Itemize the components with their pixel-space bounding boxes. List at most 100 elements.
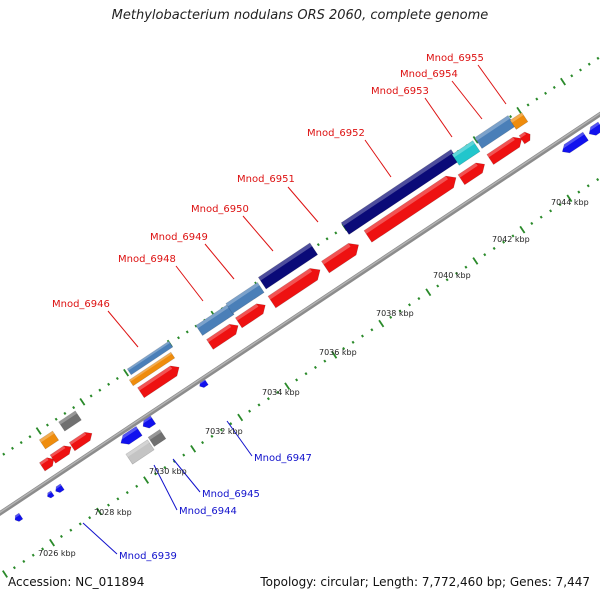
tick-mark	[389, 315, 393, 319]
kbp-tick-7028: 7028 kbp	[94, 508, 132, 517]
gene-feature-highlight	[127, 341, 170, 371]
gene-feature-shape	[234, 303, 266, 329]
gene-feature-shape	[49, 445, 72, 464]
gene-feature[interactable]	[49, 443, 74, 464]
tick-mark	[229, 422, 233, 426]
tick-mark	[248, 409, 252, 413]
gene-feature[interactable]	[45, 490, 55, 499]
gene-feature[interactable]	[125, 439, 155, 465]
gene-feature[interactable]	[68, 429, 95, 452]
tick-mark	[492, 246, 496, 250]
gene-feature[interactable]	[58, 410, 82, 432]
gene-label-mnod-6951[interactable]: Mnod_6951	[237, 174, 295, 185]
gene-feature[interactable]	[38, 430, 60, 450]
gene-feature-highlight	[206, 324, 232, 343]
gene-feature-shape	[58, 410, 82, 432]
gene-leader-line	[477, 64, 507, 105]
gene-feature[interactable]	[363, 172, 460, 243]
tick-mark	[483, 253, 487, 257]
gene-feature[interactable]	[13, 512, 24, 523]
gene-label-mnod-6944[interactable]: Mnod_6944	[179, 506, 237, 517]
gene-feature[interactable]	[117, 425, 143, 447]
tick-mark	[526, 103, 530, 107]
tick-mark	[370, 328, 374, 332]
gene-feature[interactable]	[559, 131, 589, 156]
gene-feature[interactable]	[128, 351, 176, 387]
gene-leader-line	[175, 265, 204, 302]
gene-label-mnod-6952[interactable]: Mnod_6952	[307, 128, 365, 139]
tick-mark	[182, 453, 186, 457]
tick-mark	[237, 413, 244, 422]
gene-feature[interactable]	[451, 140, 481, 166]
genome-backbone-highlight	[0, 112, 600, 514]
gene-feature-shape	[47, 490, 55, 499]
gene-label-mnod-6948[interactable]: Mnod_6948	[118, 254, 176, 265]
gene-feature[interactable]	[126, 340, 174, 376]
tick-mark	[417, 296, 421, 301]
gene-label-mnod-6954[interactable]: Mnod_6954	[400, 69, 458, 80]
gene-feature-shape	[126, 340, 174, 376]
tick-mark	[304, 372, 308, 376]
tick-mark	[425, 288, 432, 297]
gene-feature[interactable]	[257, 242, 319, 290]
gene-label-mnod-6939[interactable]: Mnod_6939	[119, 551, 177, 562]
tick-mark	[445, 278, 449, 282]
tick-mark	[313, 365, 317, 369]
tick-mark	[22, 559, 26, 564]
gene-leader-line	[82, 522, 118, 555]
gene-feature-shape	[206, 323, 239, 350]
gene-feature[interactable]	[53, 483, 65, 494]
tick-mark	[88, 516, 92, 520]
gene-feature[interactable]	[137, 362, 183, 399]
gene-feature[interactable]	[38, 455, 56, 472]
gene-feature[interactable]	[509, 112, 529, 130]
gene-feature-shape	[195, 304, 235, 336]
tick-mark	[325, 237, 329, 241]
gene-feature-shape	[14, 512, 24, 522]
gene-label-mnod-6950[interactable]: Mnod_6950	[191, 204, 249, 215]
tick-mark	[72, 406, 76, 410]
genome-backbone	[0, 111, 600, 517]
gene-feature-shape	[147, 429, 167, 447]
gene-label-mnod-6953[interactable]: Mnod_6953	[371, 86, 429, 97]
gene-feature-shape	[38, 457, 55, 472]
gene-feature[interactable]	[267, 264, 324, 309]
gene-feature-highlight	[451, 140, 475, 158]
gene-label-mnod-6947[interactable]: Mnod_6947	[254, 453, 312, 464]
tick-mark	[316, 243, 320, 247]
gene-feature[interactable]	[195, 304, 235, 336]
gene-feature[interactable]	[234, 300, 268, 329]
gene-feature[interactable]	[518, 130, 533, 145]
gene-feature-shape	[321, 243, 360, 274]
gene-label-mnod-6955[interactable]: Mnod_6955	[426, 53, 484, 64]
tick-mark	[539, 215, 543, 219]
gene-feature-highlight	[258, 242, 313, 281]
gene-leader-line	[107, 310, 139, 348]
gene-feature[interactable]	[206, 321, 242, 350]
tick-mark	[516, 106, 523, 115]
gene-feature-shape	[55, 483, 65, 493]
gene-label-mnod-6946[interactable]: Mnod_6946	[52, 299, 110, 310]
gene-feature[interactable]	[147, 429, 167, 447]
gene-label-mnod-6949[interactable]: Mnod_6949	[150, 232, 208, 243]
tick-mark	[2, 570, 8, 578]
tick-mark	[107, 382, 111, 386]
gene-feature-highlight	[69, 432, 87, 445]
tick-mark	[596, 178, 600, 182]
gene-feature[interactable]	[321, 239, 362, 274]
tick-mark	[266, 397, 270, 401]
tick-mark	[455, 271, 459, 276]
accession-text: Accession: NC_011894	[8, 575, 145, 589]
gene-feature-highlight	[13, 513, 21, 519]
tick-mark	[69, 528, 73, 532]
gene-feature[interactable]	[225, 282, 265, 314]
gene-feature[interactable]	[486, 133, 525, 165]
gene-feature[interactable]	[457, 159, 488, 186]
tick-mark	[177, 336, 181, 340]
tick-mark	[154, 472, 158, 476]
gene-leader-line	[451, 80, 483, 120]
gene-label-mnod-6945[interactable]: Mnod_6945	[202, 489, 260, 500]
tick-mark	[586, 184, 590, 188]
tick-mark	[54, 417, 58, 421]
tick-mark	[10, 446, 14, 450]
